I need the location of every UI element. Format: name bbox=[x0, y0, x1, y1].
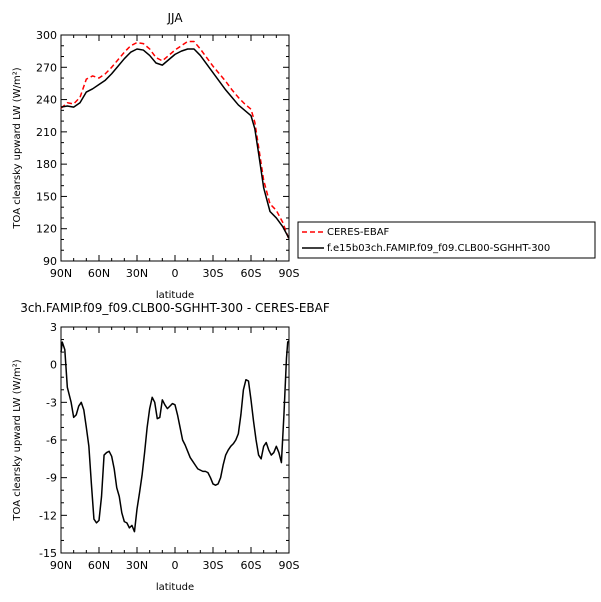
x-tick-label: 30N bbox=[126, 267, 148, 280]
x-axis-label: latitude bbox=[156, 582, 194, 593]
top-chart: JJA 90N 60N 30N 0 30S 60S 90S 90 120 150 180 210 240… bbox=[12, 11, 596, 301]
x-tick-label: 60S bbox=[241, 559, 262, 572]
y-tick-label: 90 bbox=[43, 255, 57, 268]
plot-frame bbox=[60, 326, 290, 554]
x-tick-label: 60S bbox=[241, 267, 262, 280]
y-tick-label: -15 bbox=[39, 547, 57, 560]
y-axis-label: TOA clearsky upward LW (W/m²) bbox=[12, 67, 23, 229]
x-tick-label: 30N bbox=[126, 559, 148, 572]
x-tick-label: 0 bbox=[172, 559, 179, 572]
y-tick-label: 150 bbox=[36, 190, 57, 203]
y-tick-label: 300 bbox=[36, 29, 57, 42]
x-tick-label: 60N bbox=[88, 267, 110, 280]
y-tick-label: 180 bbox=[36, 158, 57, 171]
y-tick-label: -6 bbox=[46, 434, 57, 447]
x-tick-label: 90S bbox=[279, 559, 300, 572]
y-tick-label: 210 bbox=[36, 126, 57, 139]
x-tick-label: 0 bbox=[172, 267, 179, 280]
x-tick-label: 90N bbox=[50, 559, 72, 572]
legend-box bbox=[297, 221, 596, 259]
y-tick-label: 0 bbox=[50, 359, 57, 372]
series-line-model bbox=[60, 48, 290, 239]
x-axis-label: latitude bbox=[156, 290, 194, 301]
y-tick-label: 3 bbox=[50, 321, 57, 334]
x-tick-label: 30S bbox=[203, 267, 224, 280]
x-tick-label: 60N bbox=[88, 559, 110, 572]
plot-frame bbox=[60, 34, 290, 262]
x-tick-label: 90S bbox=[279, 267, 300, 280]
y-tick-label: 120 bbox=[36, 223, 57, 236]
chart-title: JJA bbox=[166, 11, 183, 25]
y-axis-label: TOA clearsky upward LW (W/m²) bbox=[12, 359, 23, 521]
y-tick-label: -12 bbox=[39, 509, 57, 522]
chart-title: 3ch.FAMIP.f09_f09.CLB00-SGHHT-300 - CERE… bbox=[20, 301, 330, 315]
y-tick-label: -3 bbox=[46, 396, 57, 409]
legend-label-ceres: CERES-EBAF bbox=[327, 227, 390, 238]
y-tick-label: 240 bbox=[36, 94, 57, 107]
x-tick-label: 90N bbox=[50, 267, 72, 280]
series-line-difference bbox=[60, 340, 290, 533]
series-line-ceres bbox=[60, 40, 290, 240]
legend-label-model: f.e15b03ch.FAMIP.f09_f09.CLB00-SGHHT-300 bbox=[327, 243, 550, 254]
y-tick-label: 270 bbox=[36, 61, 57, 74]
x-tick-label: 30S bbox=[203, 559, 224, 572]
bottom-chart: 3ch.FAMIP.f09_f09.CLB00-SGHHT-300 - CERE… bbox=[12, 301, 330, 593]
y-tick-label: -9 bbox=[46, 472, 57, 485]
legend: CERES-EBAF f.e15b03ch.FAMIP.f09_f09.CLB0… bbox=[297, 221, 596, 259]
